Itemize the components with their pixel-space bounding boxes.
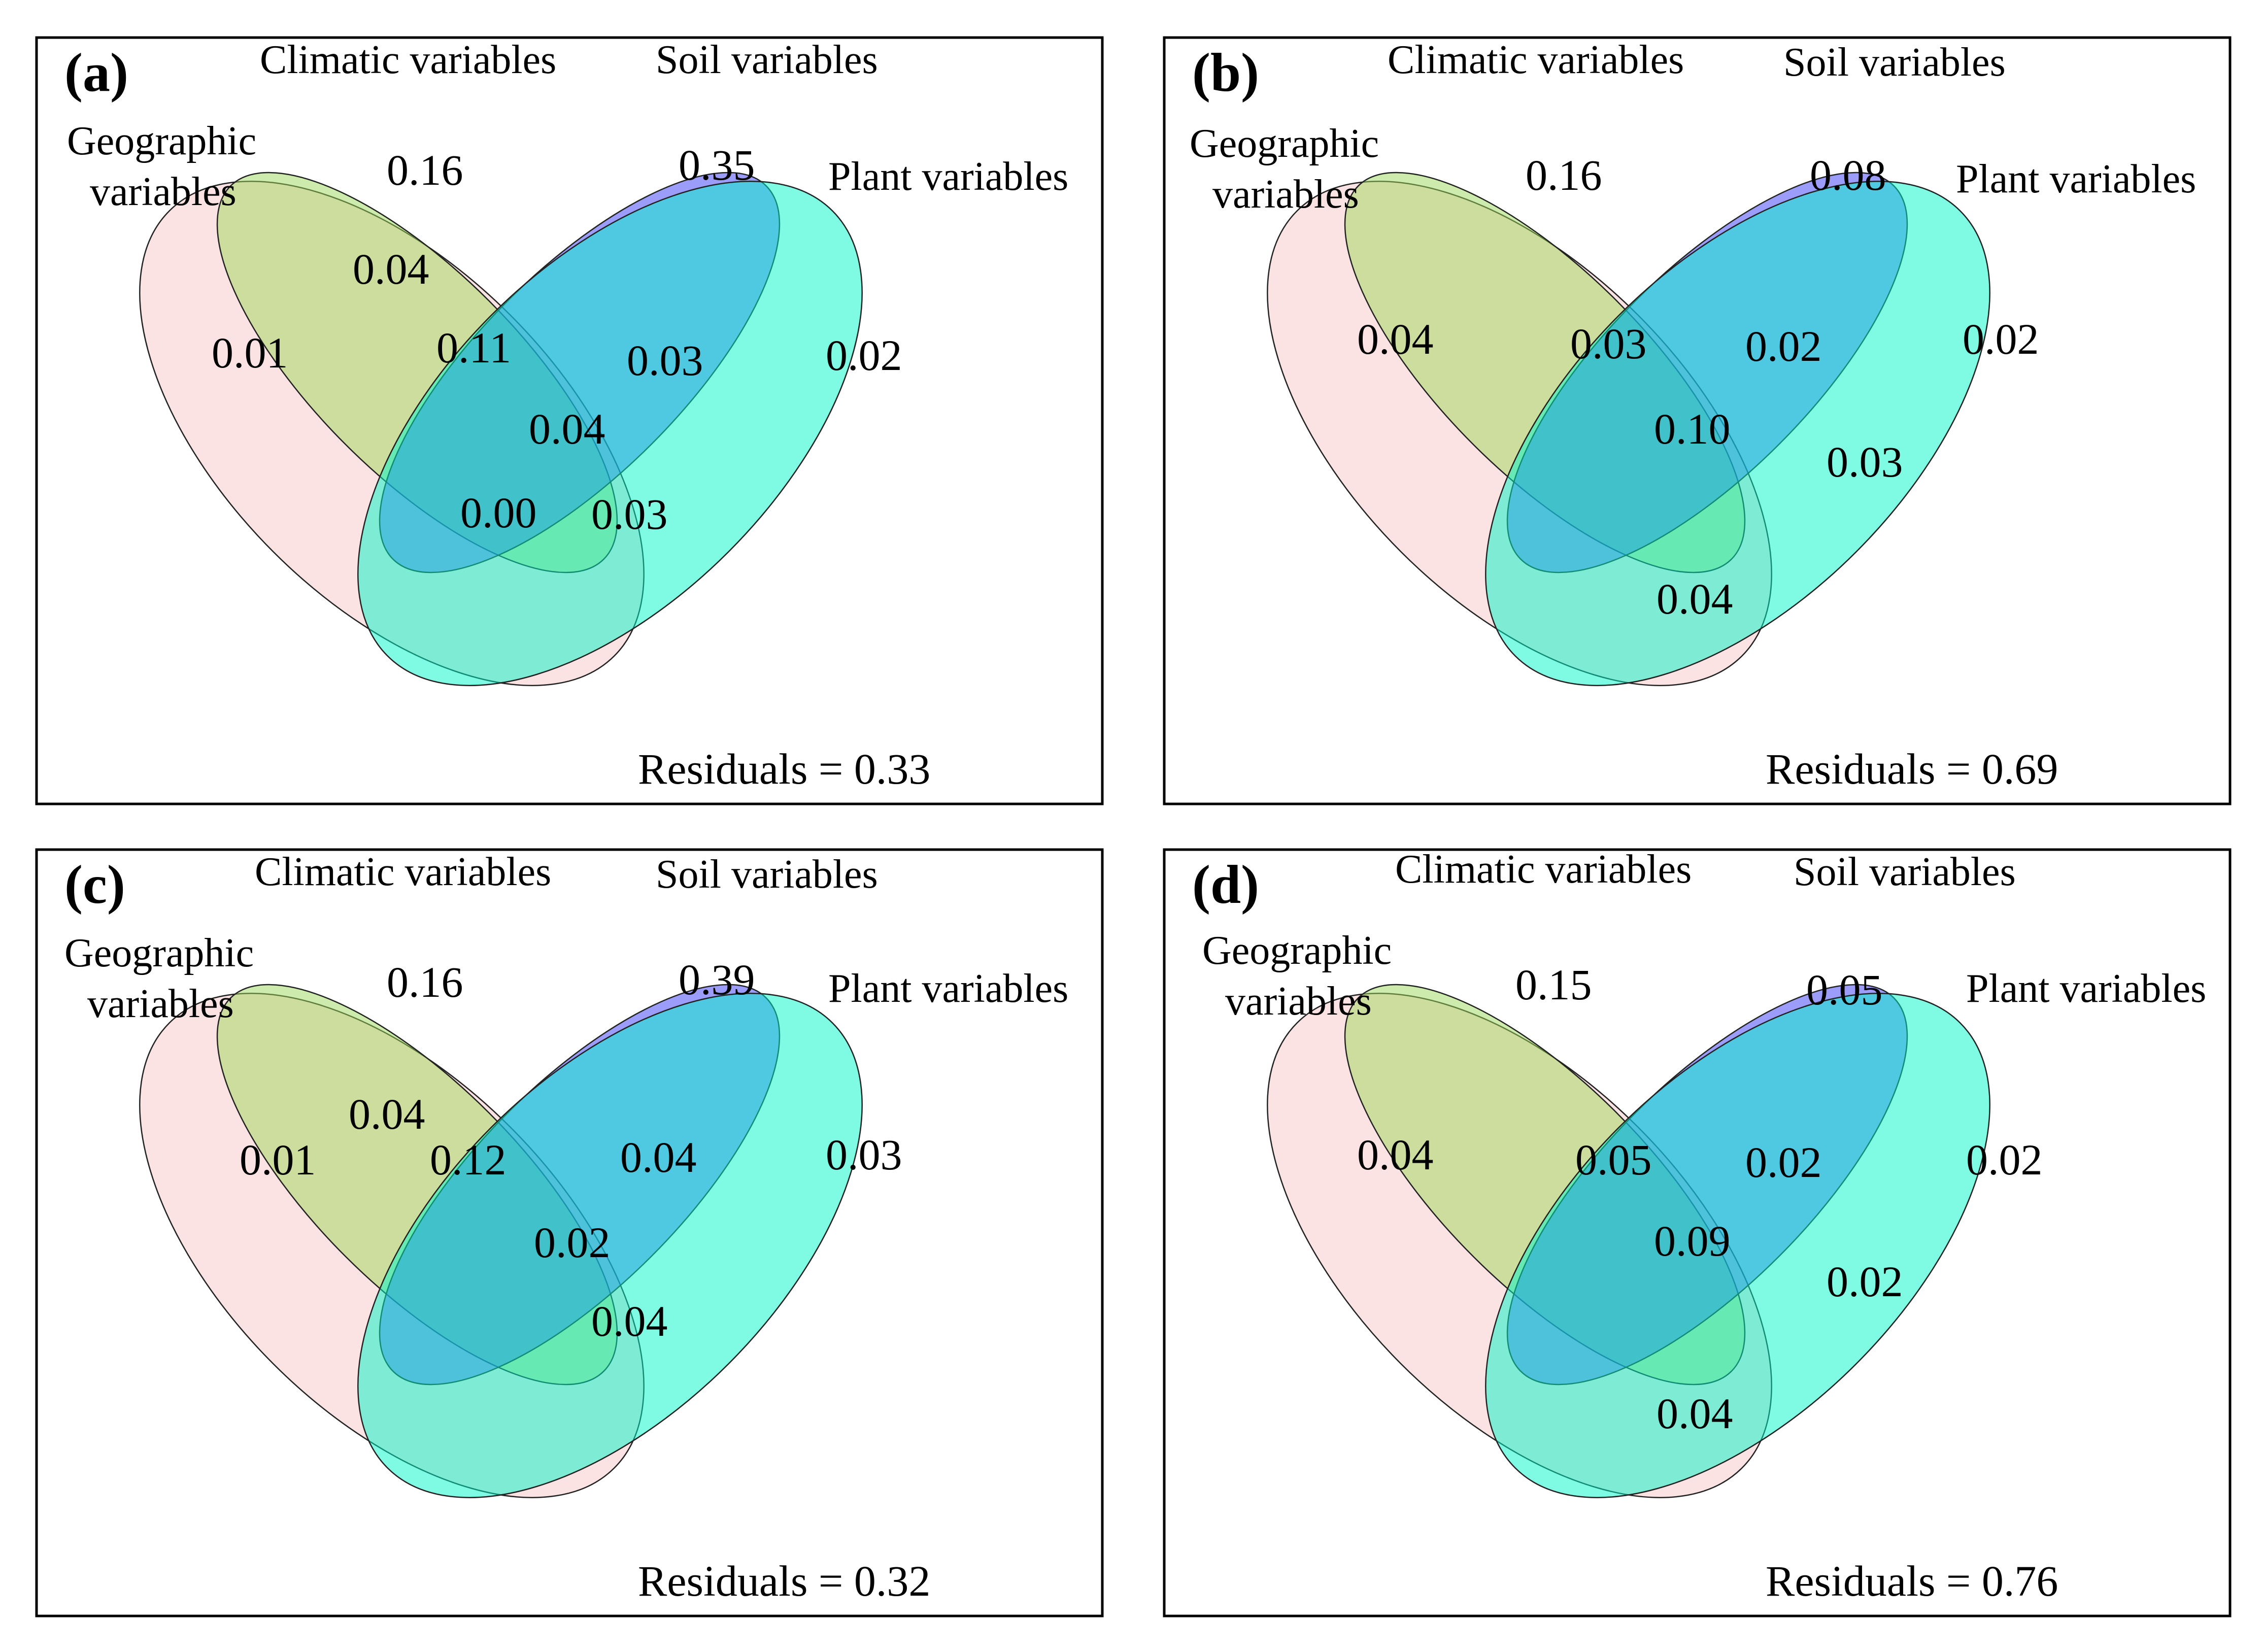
residuals-label: Residuals = 0.76	[1766, 1557, 2058, 1605]
value-geographic-only: 0.01	[240, 1135, 316, 1184]
value-climatic-soil-plant: 0.02	[1745, 322, 1822, 370]
value-geographic-climatic: 0.04	[349, 1090, 425, 1138]
set-label-soil: Soil variables	[656, 38, 878, 82]
value-all-four: 0.10	[1654, 404, 1731, 453]
panel-c: (c) Climatic variables Soil variables Ge…	[37, 850, 1102, 1616]
panel-a: (a) Climatic variables Soil variables Ge…	[37, 38, 1102, 804]
set-label-soil: Soil variables	[1783, 40, 2006, 85]
panel-label: (b)	[1192, 43, 1259, 103]
value-geographic-climatic-soil: 0.12	[430, 1135, 506, 1184]
value-climatic-plant: 0.02	[1827, 1257, 1903, 1306]
value-climatic-only: 0.16	[1526, 151, 1602, 199]
value-soil-only: 0.35	[679, 141, 755, 189]
value-geographic-climatic-plant: 0.03	[591, 490, 668, 538]
value-climatic-soil-plant: 0.04	[620, 1133, 697, 1182]
residuals-label: Residuals = 0.69	[1766, 745, 2058, 793]
set-label-geographic: variables	[1212, 172, 1359, 217]
set-label-plant: Plant variables	[828, 966, 1068, 1011]
set-label-geographic: Geographic	[64, 931, 254, 975]
set-label-geographic: variables	[1225, 979, 1372, 1024]
set-label-plant: Plant variables	[828, 154, 1068, 199]
set-label-climatic: Climatic variables	[1395, 847, 1692, 892]
value-soil-only: 0.08	[1810, 151, 1886, 199]
value-geographic-climatic: 0.04	[353, 245, 429, 293]
value-geographic-plant: 0.04	[1657, 1389, 1733, 1438]
set-label-plant: Plant variables	[1956, 157, 2196, 201]
value-all-four: 0.04	[529, 404, 605, 453]
value-plant-only: 0.03	[826, 1130, 902, 1179]
value-soil-only: 0.05	[1806, 965, 1883, 1014]
set-label-geographic: variables	[90, 170, 237, 214]
set-label-climatic: Climatic variables	[260, 38, 556, 82]
value-geographic-soil-plant: 0.00	[460, 488, 537, 537]
panel-b: (b) Climatic variables Soil variables Ge…	[1164, 38, 2230, 804]
set-label-geographic: variables	[87, 982, 234, 1026]
value-geographic-plant: 0.04	[1657, 575, 1733, 623]
value-plant-only: 0.02	[1966, 1135, 2043, 1184]
set-label-climatic: Climatic variables	[1388, 38, 1684, 82]
value-climatic-only: 0.16	[387, 146, 463, 194]
value-geographic-only: 0.04	[1357, 1130, 1434, 1179]
set-label-geographic: Geographic	[67, 119, 256, 163]
value-all-four: 0.02	[534, 1218, 611, 1267]
panel-d: (d) Climatic variables Soil variables Ge…	[1164, 847, 2230, 1616]
value-geographic-climatic-plant: 0.04	[591, 1297, 668, 1345]
value-climatic-soil-plant: 0.03	[627, 336, 703, 385]
value-geographic-climatic-soil: 0.03	[1570, 319, 1647, 368]
value-geographic-climatic-soil: 0.05	[1575, 1135, 1652, 1184]
residuals-label: Residuals = 0.33	[638, 745, 930, 793]
value-geographic-only: 0.04	[1357, 315, 1434, 363]
value-plant-only: 0.02	[826, 331, 902, 380]
value-soil-only: 0.39	[679, 955, 755, 1004]
set-label-plant: Plant variables	[1966, 966, 2206, 1011]
set-label-geographic: Geographic	[1190, 121, 1379, 166]
residuals-label: Residuals = 0.32	[638, 1557, 930, 1605]
set-label-soil: Soil variables	[656, 852, 878, 897]
value-plant-only: 0.02	[1963, 315, 2039, 363]
panel-label: (c)	[64, 855, 125, 915]
value-geographic-climatic-soil: 0.11	[436, 323, 511, 372]
value-geographic-only: 0.01	[212, 328, 288, 377]
value-all-four: 0.09	[1654, 1217, 1731, 1265]
value-climatic-only: 0.15	[1515, 960, 1592, 1009]
value-climatic-soil-plant: 0.02	[1745, 1138, 1822, 1187]
panel-label: (d)	[1192, 855, 1259, 915]
set-label-soil: Soil variables	[1794, 850, 2016, 894]
panel-label: (a)	[64, 43, 128, 103]
set-label-climatic: Climatic variables	[255, 850, 551, 894]
value-climatic-plant: 0.03	[1827, 437, 1903, 486]
value-climatic-only: 0.16	[387, 958, 463, 1006]
set-label-geographic: Geographic	[1202, 928, 1392, 973]
